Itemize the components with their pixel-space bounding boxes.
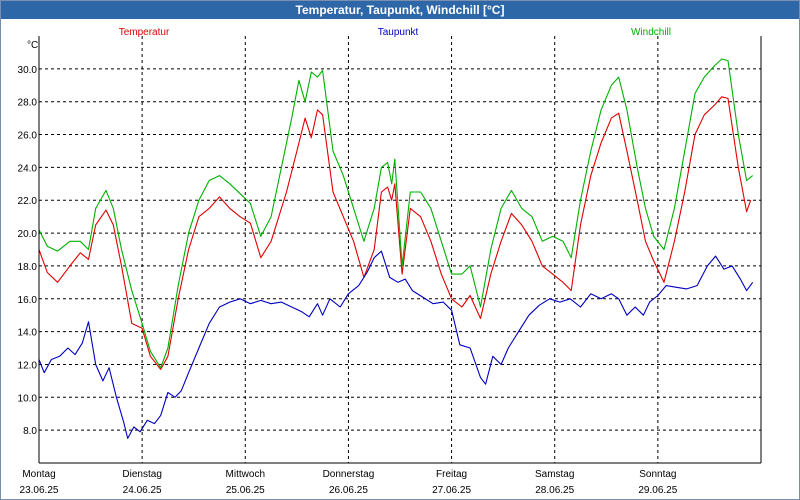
series-line-windchill bbox=[38, 58, 754, 369]
x-tick-date: 29.06.25 bbox=[638, 485, 677, 496]
x-tick-date: 26.06.25 bbox=[329, 485, 368, 496]
axes bbox=[38, 36, 762, 464]
legend-windchill: Windchill bbox=[631, 27, 671, 38]
y-tick-label: 28.0 bbox=[18, 98, 38, 109]
x-tick-day: Sonntag bbox=[639, 469, 676, 480]
series-lines bbox=[38, 58, 754, 439]
x-tick-day: Samstag bbox=[535, 469, 574, 480]
y-tick-label: 12.0 bbox=[18, 360, 38, 371]
x-tick-day: Montag bbox=[22, 469, 55, 480]
y-tick-label: 30.0 bbox=[18, 65, 38, 76]
x-tick-date: 24.06.25 bbox=[123, 485, 162, 496]
grid-lines bbox=[39, 36, 761, 463]
x-tick-date: 23.06.25 bbox=[20, 485, 59, 496]
x-tick-day: Donnerstag bbox=[323, 469, 375, 480]
y-tick-label: 26.0 bbox=[18, 131, 38, 142]
series-line-temperatur bbox=[38, 96, 752, 370]
x-tick-day: Mittwoch bbox=[226, 469, 265, 480]
legend-temperatur: Temperatur bbox=[119, 27, 170, 38]
y-axis-tick-labels: 8.0 10.0 12.0 14.0 16.0 18.0 20.0 22.0 24.0 26.0 2… bbox=[18, 40, 39, 437]
y-tick-label: 10.0 bbox=[18, 393, 38, 404]
y-tick-label: 24.0 bbox=[18, 163, 38, 174]
series-line-taupunkt bbox=[38, 250, 754, 439]
y-axis-unit: °C bbox=[27, 40, 38, 51]
x-tick-date: 25.06.25 bbox=[226, 485, 265, 496]
y-tick-label: 20.0 bbox=[18, 229, 38, 240]
x-tick-day: Dienstag bbox=[122, 469, 161, 480]
x-axis-tick-labels: Montag 23.06.25 Dienstag 24.06.25 Mittwoch 25… bbox=[20, 469, 678, 496]
y-tick-label: 14.0 bbox=[18, 328, 38, 339]
chart-title: Temperatur, Taupunkt, Windchill [°C] bbox=[1, 1, 799, 19]
x-tick-date: 28.06.25 bbox=[535, 485, 574, 496]
x-tick-day: Freitag bbox=[436, 469, 467, 480]
y-tick-label: 8.0 bbox=[23, 426, 37, 437]
legend: Temperatur Taupunkt Windchill bbox=[119, 27, 671, 38]
x-tick-date: 27.06.25 bbox=[432, 485, 471, 496]
y-tick-label: 16.0 bbox=[18, 295, 38, 306]
legend-taupunkt: Taupunkt bbox=[378, 27, 419, 38]
y-tick-label: 18.0 bbox=[18, 262, 38, 273]
y-tick-label: 22.0 bbox=[18, 196, 38, 207]
